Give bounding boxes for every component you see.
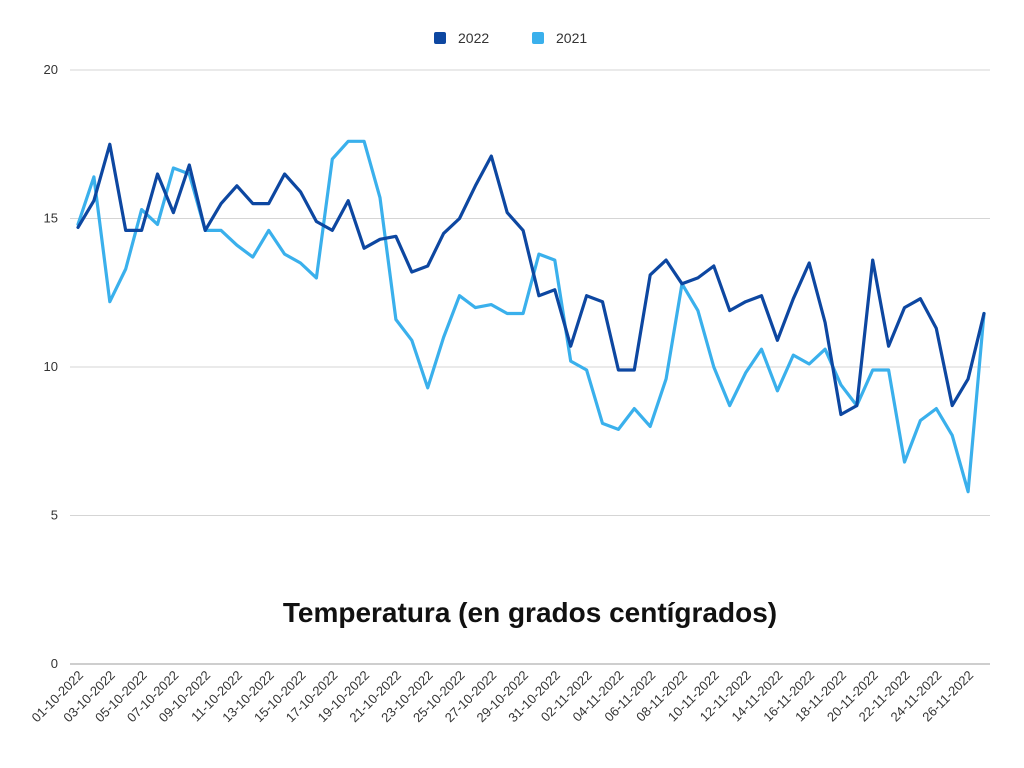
series-line-2022[interactable] [76,142,986,417]
chart-title: Temperatura (en grados centígrados) [283,597,777,628]
legend-label-2021: 2021 [556,30,587,46]
chart-legend: 2022 2021 [434,30,587,46]
grid-lines [70,69,990,665]
y-tick-label: 5 [51,508,58,523]
y-tick-label: 10 [44,359,58,374]
y-tick-label: 0 [51,656,58,671]
legend-swatch-2022 [434,32,446,44]
y-tick-label: 20 [44,62,58,77]
x-axis: 01-10-202203-10-202205-10-202207-10-2022… [28,668,976,726]
series-line-2021[interactable] [76,139,986,494]
series-lines [76,139,986,494]
legend-swatch-2021 [532,32,544,44]
legend-label-2022: 2022 [458,30,489,46]
legend-item-2022[interactable]: 2022 [434,30,489,46]
legend-item-2021[interactable]: 2021 [532,30,587,46]
y-tick-label: 15 [44,211,58,226]
y-axis: 0 5 10 15 20 [44,62,58,671]
